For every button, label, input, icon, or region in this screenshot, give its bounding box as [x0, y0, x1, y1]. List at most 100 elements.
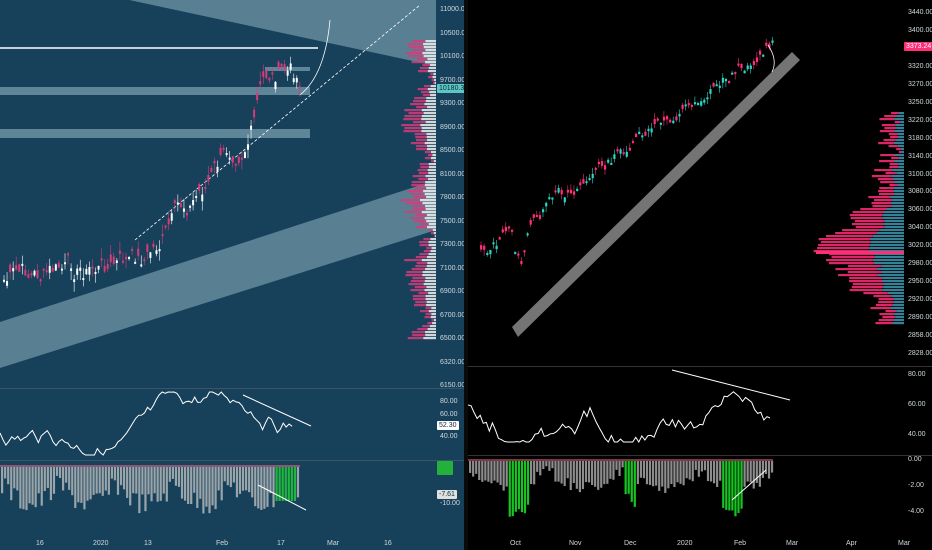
right-volume-profile-bar [871, 175, 892, 178]
left-hist-bar [165, 467, 168, 502]
left-volume-profile-bar [427, 88, 436, 91]
left-volume-profile-bar [411, 331, 426, 334]
left-volume-profile-bar [417, 169, 428, 172]
right-hist-bar [731, 461, 734, 511]
right-candle-body [656, 118, 659, 121]
right-candle-body [619, 149, 622, 154]
left-candle-body [39, 279, 42, 282]
right-candle-body [616, 149, 619, 152]
left-volume-profile-bar [434, 319, 436, 322]
left-hist-bar [40, 467, 43, 506]
right-candle-body [507, 226, 511, 229]
right-volume-profile-bar [898, 136, 904, 139]
right-hist-bar [530, 461, 533, 485]
left-candle-body [131, 248, 134, 251]
right-hist-bar [713, 461, 716, 484]
right-chart-panel[interactable]: 3440.003400.003360.003320.003270.003250.… [468, 0, 932, 550]
left-candle-body [286, 70, 289, 76]
left-volume-profile-bar [418, 178, 429, 181]
left-hist-bar [205, 467, 208, 507]
right-chart-canvas[interactable] [468, 0, 932, 550]
left-hist-bar [235, 467, 239, 498]
right-volume-profile-bar [894, 313, 904, 316]
left-hist-bar [107, 467, 110, 495]
left-time-axis-label: 16 [36, 540, 44, 547]
right-hist-bar [554, 461, 557, 482]
left-volume-profile-bar [427, 106, 436, 109]
right-volume-profile-bar [896, 115, 904, 118]
right-price-axis-label: 3080.00 [908, 188, 932, 196]
left-candle-body [259, 81, 262, 85]
left-volume-profile-bar [418, 172, 429, 175]
right-hist-bar [645, 461, 649, 485]
left-volume-profile-bar [426, 286, 436, 289]
left-candle-body [76, 268, 79, 275]
right-candle-body [749, 65, 752, 69]
left-upper-channel-band [129, 0, 436, 66]
right-volume-profile-bar [894, 187, 904, 190]
left-volume-profile-bar [425, 181, 436, 184]
left-candle-body [91, 266, 94, 269]
left-volume-profile-bar [423, 55, 436, 58]
left-hist-bar [65, 467, 68, 483]
left-volume-profile-bar [406, 271, 423, 274]
right-hist-bar [575, 461, 578, 489]
left-candle-body [121, 260, 124, 263]
right-hist-bar [716, 461, 719, 487]
left-volume-profile-bar [412, 49, 426, 52]
right-volume-profile-bar [882, 217, 904, 220]
left-volume-profile-bar [404, 259, 422, 262]
left-price-axis-label: 10500.00 [440, 29, 464, 37]
left-candle-body [45, 270, 48, 273]
left-candle-body [15, 265, 18, 270]
left-candle-body [219, 147, 222, 155]
right-volume-profile-bar [848, 265, 882, 268]
right-hist-bar [749, 461, 752, 483]
right-volume-profile-bar [852, 211, 884, 214]
left-volume-profile-bar [422, 94, 431, 97]
left-hist-bar [71, 467, 74, 496]
left-volume-profile-bar [430, 85, 436, 88]
right-price-axis-label: 3140.00 [908, 152, 932, 160]
right-hist-bar [505, 461, 508, 487]
left-volume-profile-bar [416, 262, 428, 265]
right-volume-profile-bar [878, 190, 894, 193]
right-volume-profile-bar [879, 130, 895, 133]
left-hist-bar [55, 467, 59, 476]
left-volume-profile-bar [415, 265, 427, 268]
left-hist-bar [187, 467, 190, 505]
left-volume-profile-bar [421, 259, 436, 262]
left-volume-profile-bar [433, 232, 436, 235]
left-volume-profile-bar [418, 70, 428, 73]
right-volume-profile-bar [854, 220, 885, 223]
right-hist-bar [761, 461, 764, 478]
left-chart-canvas[interactable] [0, 0, 464, 550]
right-candle-body [724, 78, 728, 82]
right-hist-bar [487, 461, 490, 482]
left-volume-profile-bar [423, 46, 436, 49]
left-candle-body [292, 78, 295, 83]
right-rsi-line [468, 391, 771, 444]
right-volume-profile-bar [872, 235, 904, 238]
left-volume-profile-bar [429, 91, 436, 94]
right-volume-profile-bar [873, 295, 892, 298]
right-hist-bar [587, 461, 591, 483]
right-volume-profile-bar [835, 232, 877, 235]
left-volume-profile-bar [412, 208, 426, 211]
left-hist-bar [141, 467, 144, 495]
left-chart-panel[interactable]: 11000.00 10500.00 10100.00 9700.00 9300.00 89… [0, 0, 464, 550]
right-volume-profile-bar [898, 157, 904, 160]
left-hist-bar [10, 467, 13, 501]
panel-divider[interactable] [464, 0, 468, 550]
left-volume-profile-bar [420, 124, 436, 127]
right-volume-profile-bar [884, 115, 897, 118]
left-candle-body [170, 213, 173, 221]
right-candle-body [712, 83, 715, 87]
left-volume-profile-bar [431, 79, 435, 82]
left-hist-bar [245, 467, 248, 491]
left-volume-profile-bar [429, 64, 436, 67]
left-volume-profile-bar [416, 145, 428, 148]
left-volume-profile-bar [428, 178, 436, 181]
right-price-axis-label: 3250.00 [908, 98, 932, 106]
left-volume-profile-bar [412, 334, 426, 337]
